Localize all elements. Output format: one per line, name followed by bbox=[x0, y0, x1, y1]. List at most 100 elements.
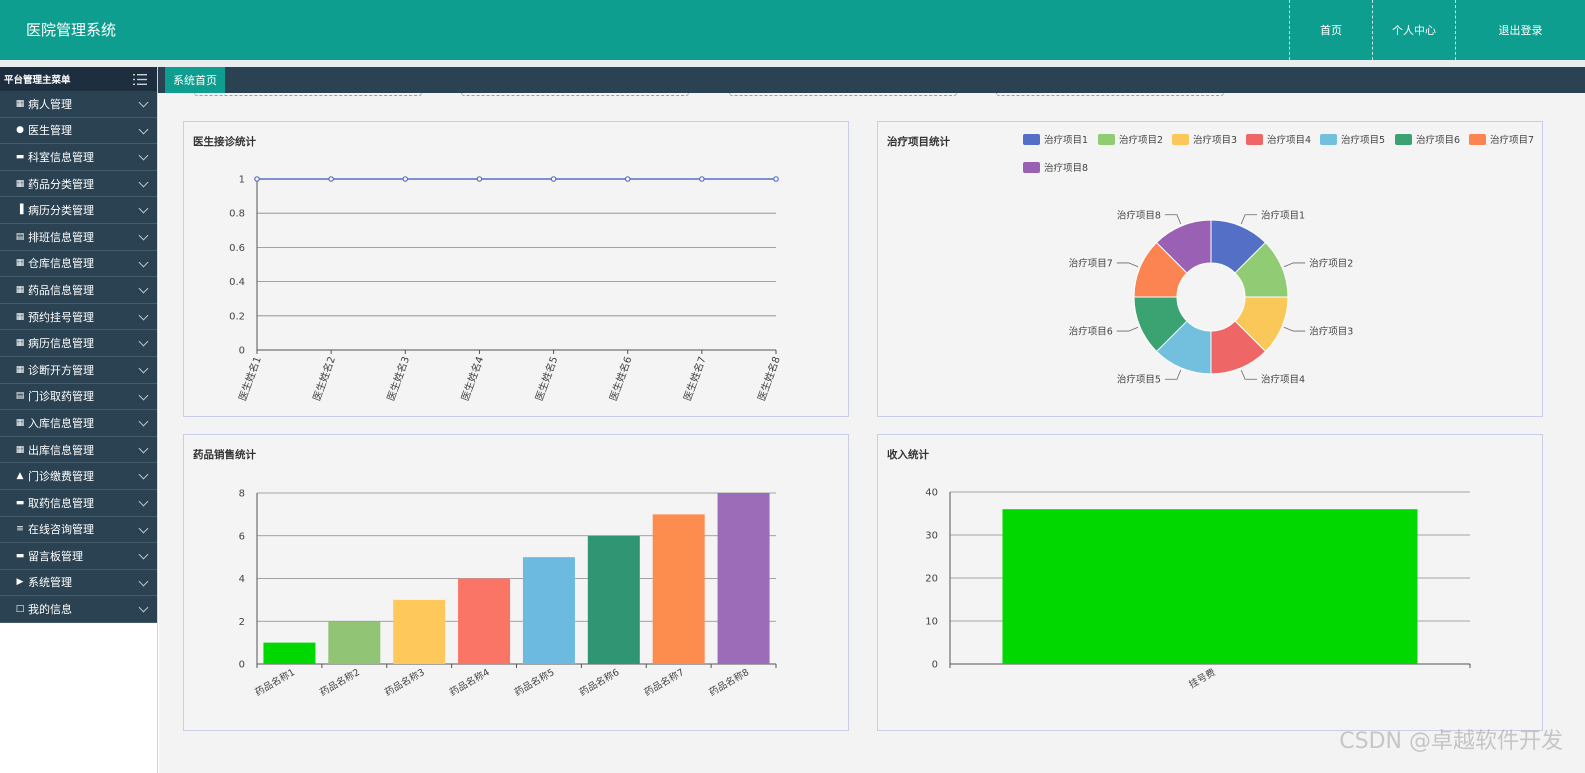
grid-icon: ▦ bbox=[15, 338, 25, 349]
sidebar-item[interactable]: ▦ 出库信息管理 bbox=[0, 436, 157, 464]
ticket-icon: ▬ bbox=[15, 497, 25, 508]
legend-label: 治疗项目5 bbox=[1341, 134, 1385, 146]
sidebar-item[interactable]: ▦ 病历信息管理 bbox=[0, 330, 157, 357]
bar bbox=[652, 514, 705, 664]
nav-profile[interactable]: 个人中心 bbox=[1372, 0, 1455, 60]
x-tick-label: 医生姓名2 bbox=[310, 355, 338, 403]
sidebar-item[interactable]: ▤ 排班信息管理 bbox=[0, 223, 157, 251]
nav-home[interactable]: 首页 bbox=[1289, 0, 1372, 60]
sidebar-item[interactable]: ▤ 门诊取药管理 bbox=[0, 383, 157, 411]
list-icon: ≡ bbox=[16, 524, 24, 535]
doctor-visit-chart-card: 医生接诊统计 0 0.2 0.4 0.6 0.8 1 医生姓名1 医生姓名2 医生姓名3 医生姓名… bbox=[183, 121, 849, 417]
monitor-icon: ▬ bbox=[15, 151, 25, 162]
sidebar-item-label: 预约挂号管理 bbox=[28, 310, 94, 324]
sidebar-item-label: 取药信息管理 bbox=[28, 496, 94, 510]
menu-toggle-icon[interactable] bbox=[133, 73, 147, 85]
sidebar-item[interactable]: ▦ 入库信息管理 bbox=[0, 410, 157, 437]
y-tick-label: 1 bbox=[239, 175, 245, 186]
sidebar-title: 平台管理主菜单 bbox=[4, 75, 71, 86]
header-divider bbox=[0, 60, 1585, 67]
label-leader bbox=[1283, 262, 1306, 268]
sidebar-item-label: 药品信息管理 bbox=[28, 283, 94, 297]
sidebar-item[interactable]: ▶ 系统管理 bbox=[0, 569, 157, 597]
main-content: 医生接诊统计 0 0.2 0.4 0.6 0.8 1 医生姓名1 医生姓名2 医生姓名3 医生姓名… bbox=[159, 93, 1585, 773]
chat-icon: ▬ bbox=[15, 550, 25, 561]
chevron-down-icon bbox=[138, 443, 149, 454]
sidebar-item[interactable]: ▲ 门诊缴费管理 bbox=[0, 463, 157, 490]
label-leader bbox=[1240, 369, 1258, 380]
grid-icon: ▦ bbox=[15, 98, 25, 109]
chevron-down-icon bbox=[138, 97, 149, 108]
decor-dash bbox=[996, 93, 1224, 96]
slice-label: 治疗项目7 bbox=[1069, 257, 1113, 269]
sidebar-item[interactable]: ▦ 药品分类管理 bbox=[0, 170, 157, 198]
sidebar-item[interactable]: ▬ 取药信息管理 bbox=[0, 489, 157, 517]
legend-label: 治疗项目8 bbox=[1044, 162, 1088, 174]
y-tick-label: 0.2 bbox=[229, 311, 245, 322]
sidebar-item[interactable]: ▬ 留言板管理 bbox=[0, 543, 157, 570]
chevron-down-icon bbox=[138, 336, 149, 347]
clipboard-icon: ▤ bbox=[15, 231, 25, 242]
sidebar-item[interactable]: ▐ 病历分类管理 bbox=[0, 197, 157, 224]
grid-icon: ▦ bbox=[15, 178, 25, 189]
clipboard-icon: ▤ bbox=[15, 391, 25, 402]
sidebar-item[interactable]: ▬ 科室信息管理 bbox=[0, 144, 157, 171]
sidebar-item[interactable]: ▦ 预约挂号管理 bbox=[0, 303, 157, 331]
sidebar-item[interactable]: ● 医生管理 bbox=[0, 117, 157, 145]
sidebar-item[interactable]: ≡ 在线咨询管理 bbox=[0, 516, 157, 544]
drug-sales-bar-chart: 0 2 4 6 8 药品名称1 药品名称2 药品名称3 药品名称4 药品名称5 药品名称6 药品名称7… bbox=[239, 489, 777, 699]
income-chart-card: 收入统计 0 10 20 30 40 挂号费 bbox=[877, 434, 1543, 731]
y-tick-label: 2 bbox=[239, 617, 245, 628]
sidebar-item[interactable]: ▦ 病人管理 bbox=[0, 91, 157, 118]
treatment-pie-chart: 治疗项目1 治疗项目2 治疗项目3 治疗项目4 治疗项目5 治疗项目6 治疗项目7 治疗项目8… bbox=[1023, 134, 1534, 386]
nav-logout[interactable]: 退出登录 bbox=[1455, 0, 1585, 60]
decor-dash bbox=[461, 93, 689, 96]
sidebar-item[interactable]: ▦ 药品信息管理 bbox=[0, 277, 157, 304]
y-tick-label: 40 bbox=[925, 488, 938, 499]
x-tick-label: 医生姓名7 bbox=[681, 355, 709, 403]
y-tick-label: 30 bbox=[925, 531, 938, 542]
doctor-visit-line-chart: 0 0.2 0.4 0.6 0.8 1 医生姓名1 医生姓名2 医生姓名3 医生姓名4 医生姓名5 医… bbox=[229, 175, 783, 403]
x-tick-label: 医生姓名5 bbox=[532, 355, 560, 403]
y-tick-label: 20 bbox=[925, 574, 938, 585]
x-tick-label: 挂号费 bbox=[1187, 666, 1218, 691]
table-icon: ▦ bbox=[15, 444, 25, 455]
slice-label: 治疗项目5 bbox=[1117, 374, 1161, 386]
x-tick-label: 药品名称6 bbox=[577, 666, 621, 698]
chevron-down-icon bbox=[138, 124, 149, 135]
sidebar-item[interactable]: ▦ 仓库信息管理 bbox=[0, 250, 157, 278]
slice-label: 治疗项目4 bbox=[1261, 374, 1305, 386]
chevron-down-icon bbox=[138, 390, 149, 400]
sidebar-item[interactable]: □ 我的信息 bbox=[0, 596, 157, 623]
sidebar-item-label: 门诊取药管理 bbox=[28, 390, 94, 404]
chevron-down-icon bbox=[138, 576, 149, 587]
sidebar-item-label: 门诊缴费管理 bbox=[28, 470, 94, 484]
sidebar-item[interactable]: ▦ 诊断开方管理 bbox=[0, 356, 157, 384]
bar bbox=[587, 535, 640, 664]
sidebar-item-label: 诊断开方管理 bbox=[28, 363, 94, 377]
pie-slice bbox=[1155, 219, 1212, 274]
x-tick-label: 药品名称7 bbox=[642, 666, 686, 698]
tab-home[interactable]: 系统首页 bbox=[165, 67, 225, 93]
chevron-down-icon bbox=[138, 150, 149, 161]
pin-icon: ● bbox=[16, 125, 24, 136]
sidebar-item-label: 药品分类管理 bbox=[28, 177, 94, 191]
x-tick-label: 医生姓名8 bbox=[755, 355, 783, 403]
watermark: CSDN @卓越软件开发 bbox=[1339, 729, 1563, 754]
sidebar-header: 平台管理主菜单 bbox=[0, 67, 157, 91]
sidebar-item-label: 医生管理 bbox=[28, 124, 72, 138]
label-leader bbox=[1164, 369, 1182, 380]
y-tick-label: 6 bbox=[239, 531, 245, 542]
label-leader bbox=[1116, 262, 1139, 268]
top-header: 医院管理系统 首页 个人中心 退出登录 bbox=[0, 0, 1585, 60]
chevron-down-icon bbox=[138, 416, 149, 427]
decor-dash bbox=[729, 93, 957, 96]
y-tick-label: 4 bbox=[239, 574, 245, 585]
bar bbox=[522, 557, 575, 664]
legend-label: 治疗项目2 bbox=[1119, 134, 1163, 146]
decor-dash bbox=[194, 93, 422, 96]
chevron-down-icon bbox=[138, 203, 149, 214]
sidebar-item-label: 仓库信息管理 bbox=[28, 257, 94, 271]
y-tick-label: 0.8 bbox=[229, 209, 245, 220]
chart-title: 治疗项目统计 bbox=[887, 136, 950, 148]
